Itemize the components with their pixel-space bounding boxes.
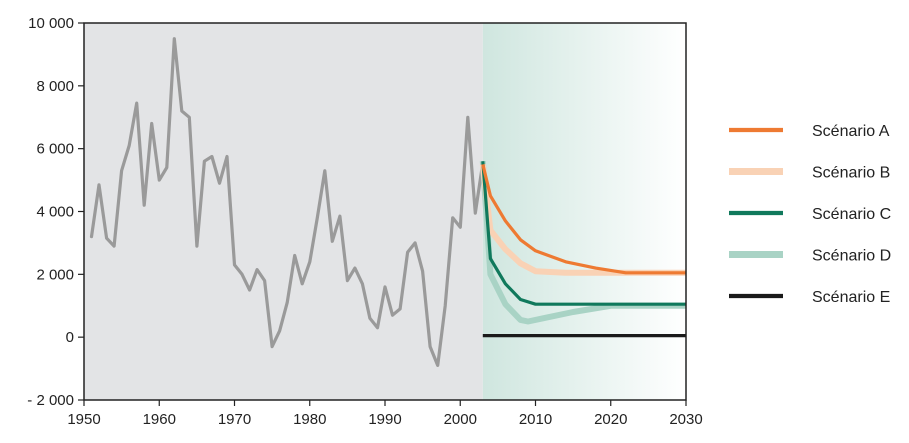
- x-tick-label: 2020: [594, 411, 627, 428]
- legend-label: Scénario C: [812, 206, 891, 223]
- x-tick-label: 1960: [143, 411, 176, 428]
- series-line-sc-nario-a: [481, 164, 686, 275]
- x-tick-label: 1950: [67, 411, 100, 428]
- forecast-region: [482, 23, 686, 400]
- x-tick-label: 2030: [669, 411, 702, 428]
- x-axis: 1950 1960 1970 1980 1990 2000 2010 2020 2030: [67, 400, 703, 428]
- x-tick-label: 2000: [444, 411, 477, 428]
- series-line-sc-nario-c: [481, 161, 686, 306]
- y-tick-label: 8 000: [36, 78, 74, 95]
- y-axis: - 2 000 0 2 000 4 000 6 000 8 000 10 000: [27, 15, 84, 409]
- y-tick-label: 0: [66, 329, 74, 346]
- x-tick-label: 1980: [293, 411, 326, 428]
- legend-label: Scénario D: [812, 248, 891, 265]
- x-tick-label: 1990: [368, 411, 401, 428]
- series-lines: [89, 37, 686, 367]
- x-tick-label: 1970: [218, 411, 251, 428]
- y-tick-label: 6 000: [36, 141, 74, 158]
- x-tick-label: 2010: [519, 411, 552, 428]
- legend-label: Scénario E: [812, 289, 890, 306]
- plot-background: [84, 23, 686, 400]
- y-tick-label: 4 000: [36, 204, 74, 221]
- series-line-historical: [89, 37, 485, 367]
- y-tick-label: 2 000: [36, 266, 74, 283]
- legend-label: Scénario A: [812, 123, 890, 140]
- legend: Scénario A Scénario B Scénario C Scénario D…: [729, 123, 891, 306]
- historical-region: [84, 23, 483, 400]
- y-tick-label: 10 000: [28, 15, 74, 32]
- legend-label: Scénario B: [812, 165, 890, 182]
- plot-frame: [83, 22, 687, 401]
- y-tick-label: - 2 000: [27, 392, 74, 409]
